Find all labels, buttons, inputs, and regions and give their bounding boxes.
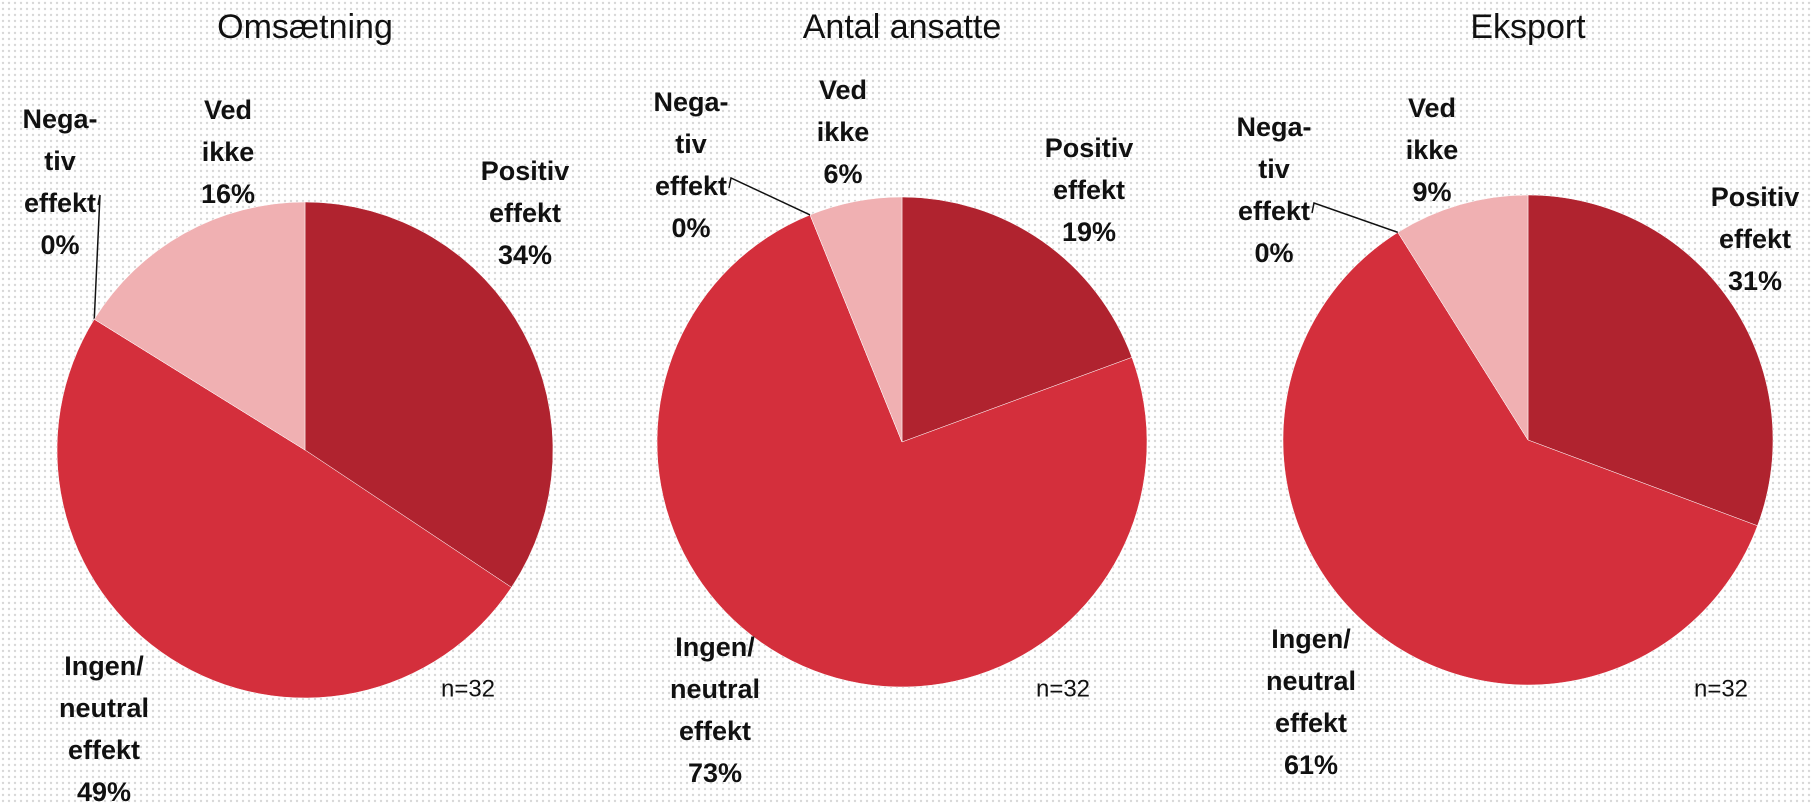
slice-label-line: Ved — [819, 75, 867, 105]
slice-value-label: 9% — [1412, 177, 1451, 207]
slice-label: Positiv effekt — [1045, 133, 1134, 205]
sample-note: n=32 — [441, 675, 495, 702]
slice-label-line: ikke — [1406, 135, 1459, 165]
slice-label: Ved ikke — [1406, 93, 1459, 165]
slice-label-line: Positiv — [1711, 182, 1800, 212]
slice-value-label: 31% — [1728, 266, 1782, 296]
slice-label-line: effekt — [1053, 175, 1125, 205]
slice-label-line: effekt — [1719, 224, 1791, 254]
slice-value-label: 61% — [1284, 750, 1338, 780]
slice-label-line: effekt — [489, 198, 561, 228]
pie-slice — [1282, 232, 1758, 686]
leader-line — [1311, 202, 1399, 234]
slice-value-label: 34% — [498, 240, 552, 270]
slice-value-label: 0% — [1254, 238, 1293, 268]
slice-value-label: 49% — [77, 777, 131, 805]
slice-label-line: Positiv — [1045, 133, 1134, 163]
slice-label-line: neutral — [670, 674, 760, 704]
slice-value-label: 19% — [1062, 217, 1116, 247]
slice-label: Ingen/neutral effekt — [59, 651, 149, 765]
slice-label-line: Nega- — [22, 104, 97, 134]
pie-slice — [901, 196, 1133, 443]
slice-label-line: Positiv — [481, 156, 570, 186]
slice-label: Ingen/neutral effekt — [670, 632, 760, 746]
sample-note: n=32 — [1036, 675, 1090, 702]
slice-value-label: 6% — [823, 159, 862, 189]
slice-label-line: Ingen/ — [675, 632, 755, 662]
slice-label-line: effekt — [68, 735, 140, 765]
slice-label-line: Ved — [1408, 93, 1456, 123]
slice-label-line: neutral — [59, 693, 149, 723]
slice-label-line: effekt — [1238, 196, 1310, 226]
slice-label: Positiv effekt — [481, 156, 570, 228]
chart-title: Antal ansatte — [803, 8, 1001, 46]
chart-title: Eksport — [1470, 8, 1586, 46]
slice-label: Ved ikke — [817, 75, 870, 147]
slice-label: Positiv effekt — [1711, 182, 1800, 254]
slice-value-label: 73% — [688, 758, 742, 788]
slice-value-label: 0% — [40, 230, 79, 260]
slice-label-line: Ingen/ — [64, 651, 144, 681]
slice-label-line: Ingen/ — [1271, 624, 1351, 654]
slice-label-line: effekt — [24, 188, 96, 218]
slice-value-label: 0% — [671, 213, 710, 243]
pie-slice — [93, 201, 306, 451]
chart-title: Omsætning — [217, 8, 393, 46]
slice-label-line: ikke — [202, 137, 255, 167]
sample-note: n=32 — [1694, 675, 1748, 702]
slice-label-line: Nega- — [1236, 112, 1311, 142]
slice-label: Nega-tiv effekt — [22, 104, 97, 218]
slice-label-line: tiv — [44, 146, 76, 176]
slice-label-line: tiv — [675, 129, 707, 159]
pie-slice — [1397, 194, 1529, 441]
slice-label-line: Ved — [204, 95, 252, 125]
slice-label-line: tiv — [1258, 154, 1290, 184]
pie-slice — [656, 214, 1148, 688]
slice-label-line: ikke — [817, 117, 870, 147]
slice-label-line: effekt — [655, 171, 727, 201]
slice-value-label: 16% — [201, 179, 255, 209]
pie-slice — [1527, 194, 1774, 527]
slice-label-line: Nega- — [653, 87, 728, 117]
pie-slice — [809, 196, 903, 443]
pie-slice — [56, 318, 512, 699]
leader-line — [728, 176, 811, 216]
leader-line — [93, 194, 101, 320]
slice-label: Nega-tiv effekt — [1236, 112, 1311, 226]
slice-label: Ved ikke — [202, 95, 255, 167]
slice-label: Nega-tiv effekt — [653, 87, 728, 201]
slice-label-line: neutral — [1266, 666, 1356, 696]
slice-label: Ingen/neutral effekt — [1266, 624, 1356, 738]
slice-label-line: effekt — [1275, 708, 1347, 738]
slice-label-line: effekt — [679, 716, 751, 746]
